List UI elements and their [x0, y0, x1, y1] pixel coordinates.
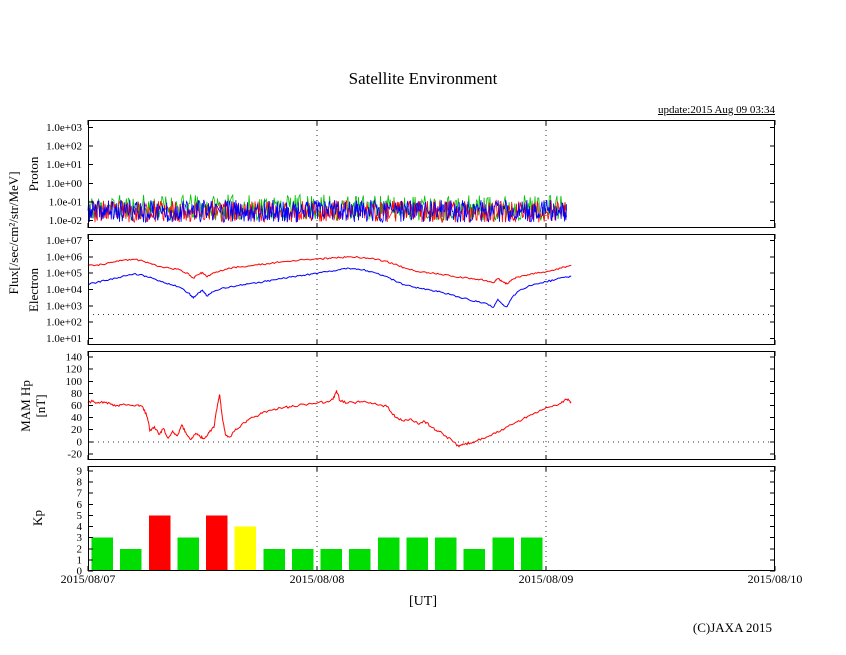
kp-bar — [320, 548, 343, 571]
y-tick-label: -20 — [67, 448, 82, 460]
update-timestamp: update:2015 Aug 09 03:34 — [657, 104, 775, 116]
electron-panel: 1.0e+07 1.0e+06 1.0e+05 1.0e+04 1.0e+03 1.0e+… — [46, 234, 776, 345]
ut-axis-label: [UT] — [409, 594, 437, 609]
kp-bar — [177, 537, 199, 571]
proton-panel: 1.0e+03 1.0e+02 1.0e+01 1.0e+00 1.0e-01 1.0e-… — [46, 120, 776, 228]
kp-bar — [291, 548, 314, 571]
y-tick-label: 9 — [77, 466, 83, 478]
copyright-label: (C)JAXA 2015 — [692, 620, 772, 635]
electron-lower-trace — [87, 267, 572, 308]
proton-axis-label: Proton — [26, 156, 41, 192]
kp-bar — [349, 548, 371, 571]
page-title: Satellite Environment — [348, 69, 498, 88]
y-tick-label: 1.0e+01 — [46, 333, 82, 345]
y-tick-label: 7 — [77, 488, 83, 500]
y-tick-label: 120 — [66, 364, 83, 376]
flux-axis-label: Flux[/sec/cm²/str/MeV] — [6, 171, 21, 295]
y-tick-label: 4 — [77, 521, 83, 533]
y-tick-label: 1.0e-01 — [49, 196, 82, 208]
kp-bar — [463, 548, 486, 571]
y-tick-label: 20 — [71, 424, 83, 436]
mam-hp-panel-frame — [88, 351, 775, 460]
kp-bar — [377, 537, 400, 571]
kp-bar — [406, 537, 428, 571]
kp-axis-label: Kp — [30, 510, 45, 526]
y-tick-label: 1.0e+03 — [46, 122, 82, 134]
y-tick-label: 140 — [66, 352, 83, 364]
kp-panel-frame — [88, 466, 775, 571]
kp-bar — [91, 537, 114, 571]
y-tick-label: 1.0e-02 — [49, 215, 82, 227]
y-tick-label: 5 — [77, 510, 83, 522]
y-tick-label: 1.0e+01 — [46, 159, 82, 171]
y-tick-label: 1.0e+02 — [46, 141, 82, 153]
y-tick-label: 1.0e+06 — [46, 251, 82, 263]
x-tick-label: 2015/08/10 — [748, 572, 803, 586]
y-tick-label: 1.0e+00 — [46, 178, 82, 190]
y-tick-label: 1.0e+03 — [46, 300, 82, 312]
y-tick-label: 1.0e+05 — [46, 268, 82, 280]
y-tick-label: 0 — [77, 436, 83, 448]
kp-bar — [492, 537, 514, 571]
y-tick-label: 100 — [66, 376, 83, 388]
y-tick-label: 2 — [77, 543, 83, 555]
y-tick-label: 0 — [77, 566, 83, 578]
mam-hp-axis-label: MAM Hp — [18, 380, 33, 432]
electron-upper-trace — [87, 255, 572, 285]
x-tick-label: 2015/08/08 — [290, 572, 345, 586]
kp-bar — [206, 515, 228, 571]
y-tick-label: 60 — [71, 400, 83, 412]
kp-bar — [120, 548, 142, 571]
y-tick-label: 1 — [77, 554, 83, 566]
kp-bar — [234, 526, 257, 571]
y-tick-label: 1.0e+04 — [46, 284, 82, 296]
kp-bar — [435, 537, 457, 571]
y-tick-label: 40 — [71, 412, 83, 424]
mam-hp-unit-label: [nT] — [33, 394, 48, 418]
y-tick-label: 8 — [77, 477, 83, 489]
y-tick-label: 1.0e+02 — [46, 317, 82, 329]
electron-axis-label: Electron — [26, 267, 41, 313]
y-tick-label: 6 — [77, 499, 83, 511]
kp-bar — [520, 537, 543, 571]
proton-panel-frame — [88, 120, 775, 228]
y-tick-label: 1.0e+07 — [46, 235, 82, 247]
proton-blue-channel-trace — [87, 199, 567, 224]
y-tick-label: 3 — [77, 532, 83, 544]
electron-panel-frame — [88, 234, 775, 345]
y-tick-label: 80 — [71, 388, 83, 400]
kp-bar — [263, 548, 285, 571]
mam-hp-field-trace — [87, 390, 572, 448]
x-tick-label: 2015/08/07 — [61, 572, 116, 586]
kp-bar — [148, 515, 171, 571]
x-tick-label: 2015/08/09 — [519, 572, 574, 586]
